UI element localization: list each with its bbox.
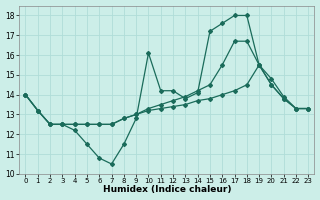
X-axis label: Humidex (Indice chaleur): Humidex (Indice chaleur)	[103, 185, 231, 194]
